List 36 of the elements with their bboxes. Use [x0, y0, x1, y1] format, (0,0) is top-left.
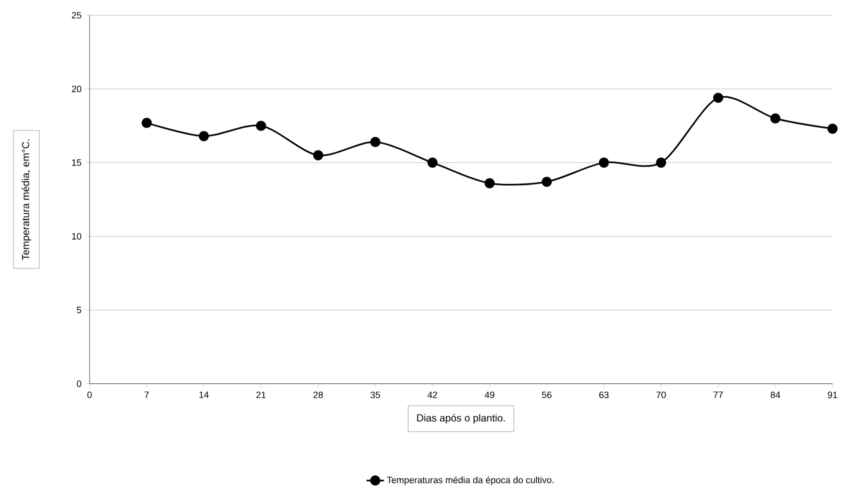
y-tick-label: 10 [72, 233, 82, 240]
point [370, 137, 380, 148]
y-tick-label: 25 [72, 12, 82, 19]
y-tick-label: 0 [76, 380, 82, 388]
x-tick-label: 91 [828, 392, 838, 398]
x-tick-label: 7 [144, 392, 149, 398]
y-tick-label: 20 [72, 86, 82, 92]
point [656, 158, 666, 168]
point [427, 158, 438, 168]
point [142, 118, 152, 128]
point [598, 158, 610, 168]
x-tick-label: 49 [484, 392, 494, 398]
y-axis-title: Temperatura média, em°C. [22, 140, 32, 260]
x-tick-label: 35 [370, 392, 380, 398]
x-tick-label: 56 [542, 392, 552, 398]
point [713, 92, 724, 103]
point [256, 120, 266, 131]
x-tick-label: 77 [714, 392, 723, 398]
x-tick-label: 84 [770, 392, 780, 398]
x-tick-label: 14 [199, 392, 209, 398]
x-tick-label: 0 [87, 392, 92, 398]
point [484, 178, 495, 188]
point [198, 131, 209, 142]
x-tick-label: 21 [256, 392, 266, 398]
point [313, 150, 324, 160]
y-tick-label: 15 [72, 160, 82, 166]
point [542, 176, 552, 187]
x-tick-label: 63 [599, 392, 609, 398]
point [770, 113, 780, 124]
point [827, 124, 838, 134]
x-axis-title: Dias após o plantio. [417, 414, 505, 424]
x-tick-label: 42 [428, 392, 438, 398]
y-tick-label: 5 [76, 306, 82, 314]
x-tick-label: 28 [314, 392, 323, 398]
x-tick-label: 70 [656, 392, 666, 398]
legend-label: Temperaturas média da época do cultivo. [386, 476, 554, 486]
